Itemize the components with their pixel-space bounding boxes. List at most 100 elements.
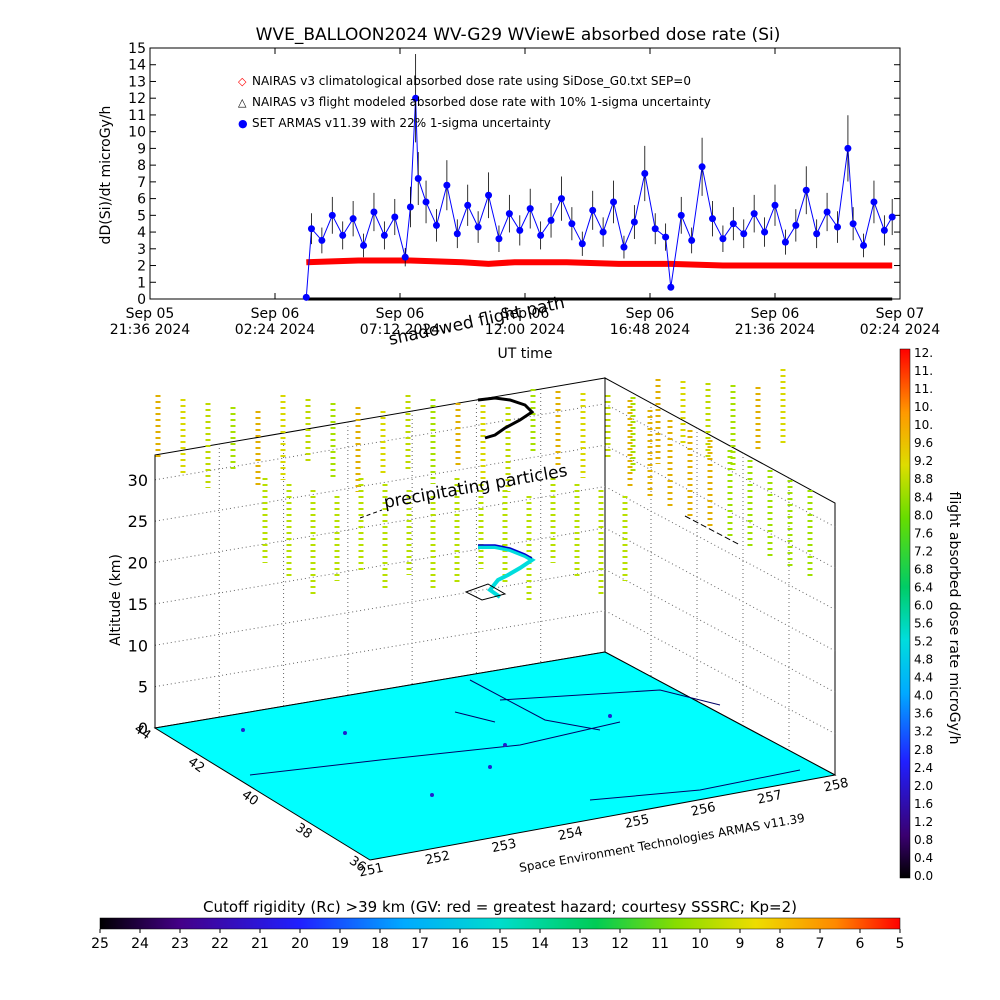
wall-gridline bbox=[604, 444, 836, 569]
armas-point bbox=[485, 191, 493, 199]
x-tick-label: 02:24 2024 bbox=[860, 322, 941, 338]
x-tick-label: 16:48 2024 bbox=[610, 322, 691, 338]
x-tick-label: 21:36 2024 bbox=[110, 322, 191, 338]
floor-line bbox=[589, 769, 801, 801]
floor-dot bbox=[241, 728, 245, 732]
rigidity-tick-label: 6 bbox=[856, 936, 865, 952]
y-tick-label: 2 bbox=[137, 259, 146, 275]
armas-point bbox=[302, 293, 310, 301]
x-tick-label: 02:24 2024 bbox=[235, 322, 316, 338]
ridge-line bbox=[684, 515, 741, 546]
rigidity-tick-label: 22 bbox=[211, 936, 229, 952]
y-tick-label: 0 bbox=[137, 292, 146, 308]
longitude-tick-label: 251 bbox=[358, 861, 385, 881]
x-tick-label: Sep 06 bbox=[376, 306, 425, 322]
dose-tick-label: 5.6 bbox=[914, 617, 933, 631]
armas-point bbox=[557, 195, 565, 203]
rigidity-tick-label: 21 bbox=[251, 936, 269, 952]
rigidity-tick-label: 9 bbox=[736, 936, 745, 952]
armas-point bbox=[339, 231, 347, 239]
flight-path-edge bbox=[478, 544, 533, 559]
armas-point bbox=[578, 240, 586, 248]
armas-point bbox=[307, 225, 315, 233]
dose-tick-label: 4.0 bbox=[914, 689, 933, 703]
floor-line bbox=[499, 689, 721, 706]
armas-point bbox=[391, 213, 399, 221]
x-tick-label: 12:00 2024 bbox=[485, 322, 566, 338]
altitude-tick-label: 20 bbox=[128, 554, 148, 573]
altitude-tick-label: 30 bbox=[128, 471, 148, 490]
armas-point bbox=[547, 216, 555, 224]
dose-tick-label: 11. bbox=[914, 382, 933, 396]
y-tick-label: 11 bbox=[128, 108, 146, 124]
rigidity-tick-label: 25 bbox=[91, 936, 109, 952]
armas-point bbox=[406, 203, 414, 211]
rigidity-tick-label: 12 bbox=[611, 936, 629, 952]
armas-point bbox=[823, 208, 831, 216]
longitude-tick-label: 256 bbox=[690, 800, 717, 820]
wall-gridline bbox=[154, 527, 606, 605]
dose-tick-label: 12. bbox=[914, 346, 933, 360]
dose-tick-label: 3.2 bbox=[914, 725, 933, 739]
floor-features bbox=[249, 679, 801, 801]
armas-point bbox=[599, 228, 607, 236]
rigidity-tick-label: 7 bbox=[816, 936, 825, 952]
dose-tick-label: 10. bbox=[914, 400, 933, 414]
rigidity-colorbar: Cutoff rigidity (Rc) >39 km (GV: red = g… bbox=[91, 898, 904, 952]
armas-point bbox=[651, 225, 659, 233]
armas-point bbox=[792, 221, 800, 229]
y-tick-label: 12 bbox=[128, 91, 146, 107]
armas-point bbox=[698, 163, 706, 171]
armas-point bbox=[610, 198, 618, 206]
legend-symbol-nairas-clim: ◇ bbox=[238, 75, 247, 88]
dose-tick-label: 4.8 bbox=[914, 653, 933, 667]
armas-point bbox=[422, 198, 430, 206]
altitude-tick-label: 0 bbox=[138, 719, 148, 738]
wall-gridline bbox=[154, 403, 606, 481]
rigidity-tick-label: 20 bbox=[291, 936, 309, 952]
armas-point bbox=[328, 211, 336, 219]
armas-point bbox=[349, 215, 357, 223]
rigidity-colorbar-gradient bbox=[99, 917, 901, 930]
dose-tick-label: 8.8 bbox=[914, 472, 933, 486]
dose-tick-label: 2.4 bbox=[914, 761, 933, 775]
wall-gridline bbox=[154, 486, 606, 564]
dose-tick-label: 9.6 bbox=[914, 436, 933, 450]
x-tick-label: 21:36 2024 bbox=[735, 322, 816, 338]
armas-point bbox=[401, 253, 409, 261]
armas-point bbox=[761, 228, 769, 236]
armas-point bbox=[412, 94, 420, 102]
dose-tick-label: 10. bbox=[914, 418, 933, 432]
armas-point bbox=[880, 226, 888, 234]
armas-point bbox=[474, 223, 482, 231]
dose-tick-label: 1.2 bbox=[914, 815, 933, 829]
longitude-tick-label: 253 bbox=[490, 836, 517, 856]
armas-point bbox=[729, 220, 737, 228]
armas-point bbox=[414, 175, 422, 183]
dose-colorbar-gradient bbox=[899, 348, 911, 879]
x-tick-label: Sep 07 bbox=[876, 306, 925, 322]
floor-line bbox=[469, 679, 601, 731]
dose-tick-label: 5.2 bbox=[914, 635, 933, 649]
flight-path bbox=[478, 545, 536, 599]
altitude-tick-label: 25 bbox=[128, 512, 148, 531]
longitude-tick-label: 257 bbox=[756, 788, 783, 808]
top-series-layer bbox=[302, 54, 896, 301]
x-tick-label: Sep 05 bbox=[126, 306, 175, 322]
dose-tick-label: 2.0 bbox=[914, 779, 933, 793]
armas-point bbox=[537, 231, 545, 239]
x-tick-label: 07:12 2024 bbox=[360, 322, 441, 338]
armas-point bbox=[453, 230, 461, 238]
dose-tick-label: 0.4 bbox=[914, 851, 933, 865]
y-tick-label: 15 bbox=[128, 41, 146, 57]
dose-tick-label: 1.6 bbox=[914, 797, 933, 811]
rigidity-tick-label: 16 bbox=[451, 936, 469, 952]
altitude-ticks: 0 5 10 15 20 25 30 bbox=[128, 471, 148, 738]
latitude-tick-label: 44 bbox=[131, 721, 153, 743]
y-tick-label: 10 bbox=[128, 125, 146, 141]
y-tick-label: 4 bbox=[137, 225, 146, 241]
armas-point bbox=[849, 220, 857, 228]
floor-dot bbox=[503, 743, 507, 747]
dose-tick-label: 8.0 bbox=[914, 508, 933, 522]
